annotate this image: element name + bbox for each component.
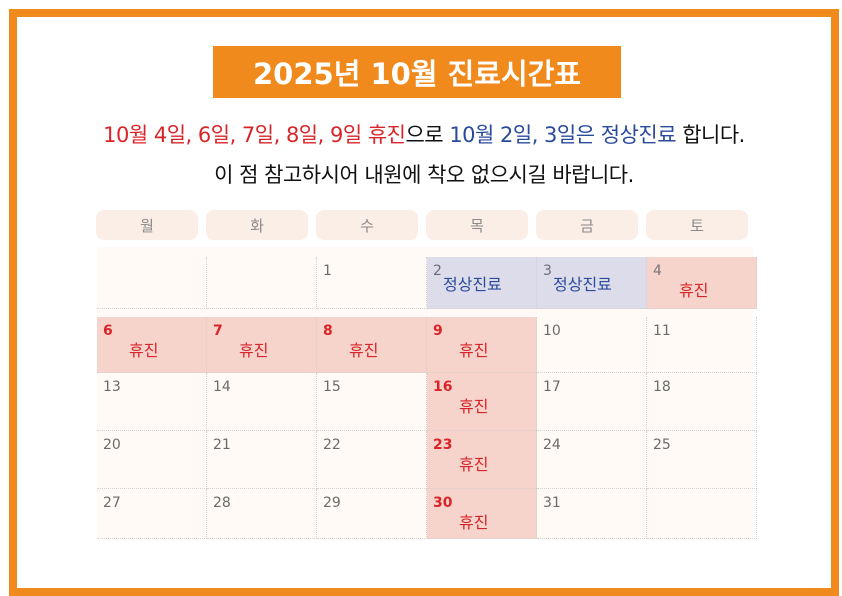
- day-number: 28: [213, 495, 231, 511]
- calendar-cell: 13: [97, 373, 207, 431]
- closed-label: 휴진: [459, 397, 489, 416]
- calendar-cell: [207, 257, 317, 309]
- notice-ending: 합니다.: [676, 123, 745, 147]
- page-title: 2025년 10월 진료시간표: [213, 46, 621, 98]
- calendar-cell: 8 휴진: [317, 317, 427, 373]
- day-number: 11: [653, 323, 671, 339]
- notice-line-2: 이 점 참고하시어 내원에 착오 없으시길 바랍니다.: [214, 163, 634, 187]
- calendar-cell: 22: [317, 431, 427, 489]
- day-number: 21: [213, 437, 231, 453]
- calendar-cell: 24: [537, 431, 647, 489]
- day-number: 25: [653, 437, 671, 453]
- calendar-cell: 25: [647, 431, 757, 489]
- calendar-cell: 21: [207, 431, 317, 489]
- day-number: 15: [323, 379, 341, 395]
- notice-open-days: 10월 2일, 3일은 정상진료: [449, 123, 677, 147]
- calendar-cell: 18: [647, 373, 757, 431]
- day-number: 2: [433, 263, 442, 279]
- day-number: 7: [213, 323, 223, 339]
- day-number: 8: [323, 323, 333, 339]
- day-number: 30: [433, 495, 453, 511]
- weekday-4: 금: [536, 210, 638, 240]
- calendar-cell: 23 휴진: [427, 431, 537, 489]
- calendar-cell: 17: [537, 373, 647, 431]
- day-number: 24: [543, 437, 561, 453]
- weekday-1: 화: [206, 210, 308, 240]
- day-number: 16: [433, 379, 453, 395]
- day-number: 31: [543, 495, 561, 511]
- calendar-cell: 4 휴진: [647, 257, 757, 309]
- closed-label: 휴진: [239, 341, 269, 360]
- closed-label: 휴진: [129, 341, 159, 360]
- closed-label: 휴진: [459, 455, 489, 474]
- calendar-grid: 1 2 정상진료 3 정상진료 4 휴진 6 휴진 7 휴진 8 휴진 9 휴진 10 11 13 14 15 16 휴진…: [97, 247, 757, 539]
- calendar-cell: 29: [317, 489, 427, 539]
- calendar-cell: 16 휴진: [427, 373, 537, 431]
- calendar-cell: 20: [97, 431, 207, 489]
- calendar-cell: 7 휴진: [207, 317, 317, 373]
- calendar-cell: 3 정상진료: [537, 257, 647, 309]
- day-number: 9: [433, 323, 443, 339]
- day-number: 14: [213, 379, 231, 395]
- open-label: 정상진료: [443, 275, 502, 294]
- closed-label: 휴진: [459, 513, 489, 532]
- day-number: 22: [323, 437, 341, 453]
- day-number: 6: [103, 323, 113, 339]
- calendar-cell: 9 휴진: [427, 317, 537, 373]
- calendar-cell: 2 정상진료: [427, 257, 537, 309]
- calendar-cell: [647, 489, 757, 539]
- calendar-cell: 30 휴진: [427, 489, 537, 539]
- day-number: 13: [103, 379, 121, 395]
- day-number: 18: [653, 379, 671, 395]
- day-number: 27: [103, 495, 121, 511]
- calendar-cell: 14: [207, 373, 317, 431]
- calendar-cell: 15: [317, 373, 427, 431]
- day-number: 4: [653, 263, 662, 279]
- day-number: 10: [543, 323, 561, 339]
- calendar-cell: 11: [647, 317, 757, 373]
- calendar-cell: [97, 257, 207, 309]
- closed-label: 휴진: [349, 341, 379, 360]
- weekday-3: 목: [426, 210, 528, 240]
- notice-line-1: 10월 4일, 6일, 7일, 8일, 9일 휴진으로 10월 2일, 3일은 …: [17, 119, 831, 149]
- weekday-0: 월: [96, 210, 198, 240]
- notice-connector: 으로: [405, 123, 450, 147]
- day-number: 1: [323, 263, 332, 279]
- day-number: 23: [433, 437, 453, 453]
- weekday-5: 토: [646, 210, 748, 240]
- closed-label: 휴진: [459, 341, 489, 360]
- calendar-cell: 31: [537, 489, 647, 539]
- schedule-frame: 2025년 10월 진료시간표 10월 4일, 6일, 7일, 8일, 9일 휴…: [9, 9, 839, 596]
- day-number: 20: [103, 437, 121, 453]
- day-number: 17: [543, 379, 561, 395]
- weekday-2: 수: [316, 210, 418, 240]
- day-number: 3: [543, 263, 552, 279]
- calendar-cell: 28: [207, 489, 317, 539]
- notice-closed-days: 10월 4일, 6일, 7일, 8일, 9일 휴진: [103, 123, 406, 147]
- calendar-cell: 6 휴진: [97, 317, 207, 373]
- closed-label: 휴진: [679, 281, 709, 300]
- calendar-cell: 10: [537, 317, 647, 373]
- calendar-cell: 27: [97, 489, 207, 539]
- open-label: 정상진료: [553, 275, 612, 294]
- day-number: 29: [323, 495, 341, 511]
- calendar-cell: 1: [317, 257, 427, 309]
